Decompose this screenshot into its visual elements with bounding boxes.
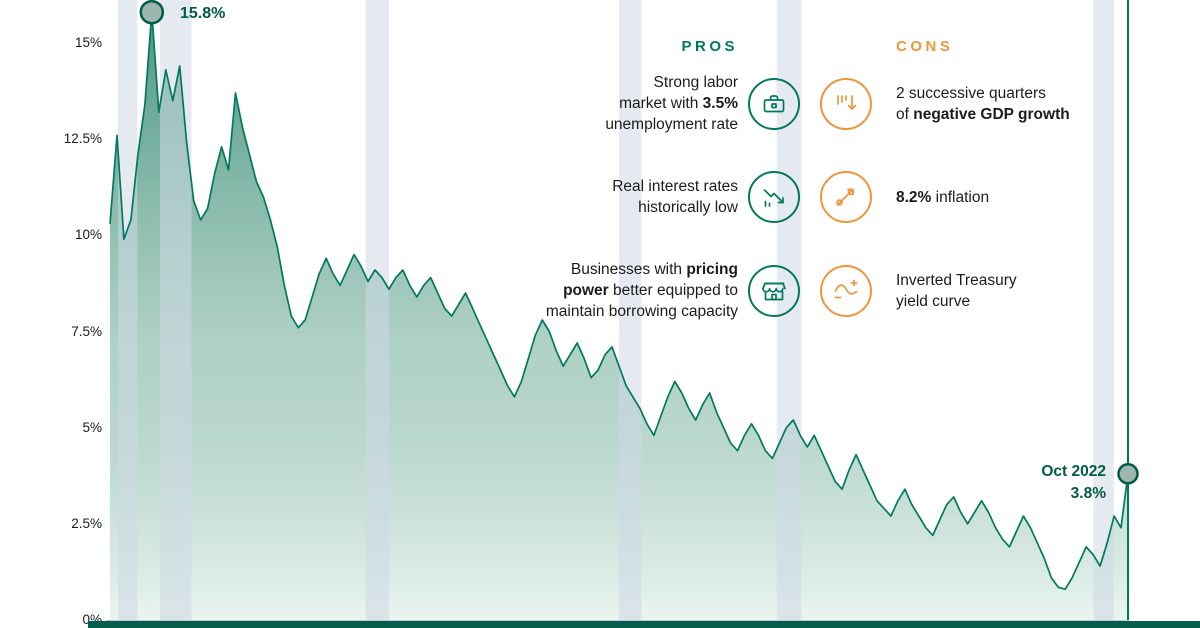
text-line: maintain borrowing capacity [545, 303, 738, 320]
storefront-icon [748, 264, 800, 317]
end-value-label: 3.8% [1070, 485, 1106, 502]
gdp-down-icon [820, 77, 872, 130]
inverted-curve-icon [820, 264, 872, 317]
pros-icon-cell [738, 171, 810, 223]
text-line: 8.2% inflation [896, 188, 990, 206]
text-line: Real interest rates [612, 178, 738, 195]
recession-band [159, 0, 192, 620]
briefcase-icon [748, 77, 800, 130]
text-line: market with 3.5% [619, 95, 738, 112]
pros-header: PROS [681, 38, 738, 55]
recession-band [1093, 0, 1114, 620]
text-line: power better equipped to [563, 282, 738, 299]
peak-marker [139, 0, 165, 25]
footer-strip [88, 621, 1200, 628]
y-tick-label: 15% [74, 35, 102, 50]
end-marker [1117, 463, 1139, 485]
rates-down-icon [748, 171, 800, 223]
peak-value-label: 15.8% [180, 5, 226, 22]
pros-item-text: Real interest rates historically low [480, 176, 738, 218]
pros-icon-cell [738, 77, 810, 130]
cons-icon-cell [810, 264, 882, 317]
cons-item-text: 2 successive quarters of negative GDP gro… [882, 83, 1072, 125]
text-line: Inverted Treasury [896, 271, 1017, 289]
rate-line [109, 11, 1129, 591]
recession-band [619, 0, 642, 620]
text-line: yield curve [896, 292, 971, 310]
cons-icon-cell [810, 171, 882, 223]
y-tick-label: 12.5% [63, 131, 102, 147]
text-line: historically low [638, 199, 738, 216]
text-line: Businesses with pricing [570, 261, 738, 278]
inflation-up-icon [820, 171, 872, 223]
pros-item-text: Businesses with pricing power better equi… [480, 259, 738, 322]
pros-item-text: Strong labor market with 3.5% unemployment… [480, 72, 738, 135]
text-line: of negative GDP growth [896, 105, 1070, 123]
y-tick-label: 7.5% [71, 323, 102, 339]
pros-icon-cell [738, 264, 810, 317]
pros-cons-panel: Strong labor market with 3.5% unemployment… [480, 72, 1072, 322]
cons-item-text: Inverted Treasury yield curve [882, 270, 1072, 312]
recession-band [118, 0, 138, 620]
y-tick-label: 5% [82, 419, 102, 435]
area-fill [110, 12, 1128, 620]
text-line: unemployment rate [605, 116, 738, 133]
text-line: Strong labor [653, 74, 738, 91]
end-date-label: Oct 2022 [1041, 463, 1106, 480]
y-tick-label: 10% [74, 227, 102, 243]
cons-header: CONS [896, 38, 954, 55]
recession-band [365, 0, 389, 620]
cons-item-text: 8.2% inflation [882, 187, 1072, 208]
y-tick-label: 2.5% [71, 515, 102, 531]
text-line: 2 successive quarters [896, 84, 1046, 102]
cons-icon-cell [810, 77, 882, 130]
end-annotation: Oct 2022 3.8% [1041, 461, 1106, 505]
